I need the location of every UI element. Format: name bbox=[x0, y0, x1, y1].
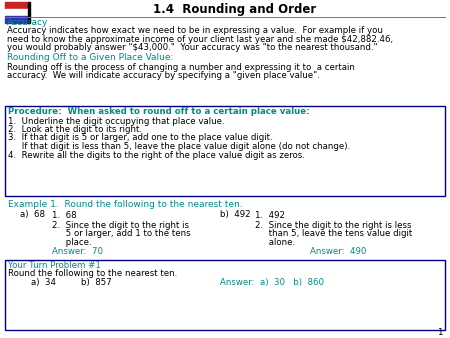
Text: 4.  Rewrite all the digits to the right of the place value digit as zeros.: 4. Rewrite all the digits to the right o… bbox=[8, 150, 305, 160]
Bar bbox=[5, 16, 28, 23]
Bar bbox=[5, 260, 445, 330]
Text: need to know the approximate income of your client last year and she made $42,88: need to know the approximate income of y… bbox=[7, 34, 393, 44]
Text: 2.  Since the digit to the right is: 2. Since the digit to the right is bbox=[52, 221, 189, 230]
Bar bbox=[5, 9, 28, 16]
Text: Round the following to the nearest ten.: Round the following to the nearest ten. bbox=[8, 269, 177, 279]
Text: place.: place. bbox=[52, 238, 92, 247]
Text: 2.  Since the digit to the right is less: 2. Since the digit to the right is less bbox=[255, 221, 411, 230]
Text: 2.  Look at the digit to its right.: 2. Look at the digit to its right. bbox=[8, 125, 142, 134]
Text: 1.  68: 1. 68 bbox=[52, 211, 76, 219]
Text: b)  492: b) 492 bbox=[220, 211, 251, 219]
Text: alone.: alone. bbox=[255, 238, 295, 247]
Text: than 5, leave the tens value digit: than 5, leave the tens value digit bbox=[255, 230, 412, 239]
Text: 1.  Underline the digit occupying that place value.: 1. Underline the digit occupying that pl… bbox=[8, 117, 225, 125]
Text: you would probably answer "$43,000."  Your accuracy was "to the nearest thousand: you would probably answer "$43,000." You… bbox=[7, 43, 378, 52]
Bar bbox=[28, 2, 30, 23]
Text: Answer:  70: Answer: 70 bbox=[52, 247, 103, 257]
Text: Your Turn Problem #1: Your Turn Problem #1 bbox=[8, 261, 101, 270]
Text: accuracy.  We will indicate accuracy by specifying a "given place value".: accuracy. We will indicate accuracy by s… bbox=[7, 72, 320, 80]
Text: 1: 1 bbox=[437, 328, 443, 337]
Text: 3.  If that digit is 5 or larger, add one to the place value digit.: 3. If that digit is 5 or larger, add one… bbox=[8, 134, 273, 143]
Text: Answer:  490: Answer: 490 bbox=[310, 247, 366, 257]
Text: Example 1.  Round the following to the nearest ten.: Example 1. Round the following to the ne… bbox=[8, 200, 243, 209]
Bar bbox=[5, 2, 28, 9]
Text: Rounding Off to a Given Place Value:: Rounding Off to a Given Place Value: bbox=[7, 53, 173, 63]
Text: 1.  492: 1. 492 bbox=[255, 211, 285, 219]
Text: a)  34: a) 34 bbox=[20, 278, 56, 287]
Text: If that digit is less than 5, leave the place value digit alone (do not change).: If that digit is less than 5, leave the … bbox=[8, 142, 350, 151]
Text: a)  68: a) 68 bbox=[20, 211, 45, 219]
Text: 5 or larger, add 1 to the tens: 5 or larger, add 1 to the tens bbox=[52, 230, 191, 239]
Text: Rounding off is the process of changing a number and expressing it to  a certain: Rounding off is the process of changing … bbox=[7, 63, 355, 72]
Text: Accuracy: Accuracy bbox=[7, 18, 49, 27]
Text: Answer:  a)  30   b)  860: Answer: a) 30 b) 860 bbox=[220, 278, 324, 287]
Text: Procedure:  When asked to round off to a certain place value:: Procedure: When asked to round off to a … bbox=[8, 107, 310, 116]
Text: Accuracy indicates how exact we need to be in expressing a value.  For example i: Accuracy indicates how exact we need to … bbox=[7, 26, 383, 35]
Text: 1.4  Rounding and Order: 1.4 Rounding and Order bbox=[153, 3, 317, 16]
Text: b)  857: b) 857 bbox=[70, 278, 112, 287]
Bar bbox=[5, 106, 445, 196]
